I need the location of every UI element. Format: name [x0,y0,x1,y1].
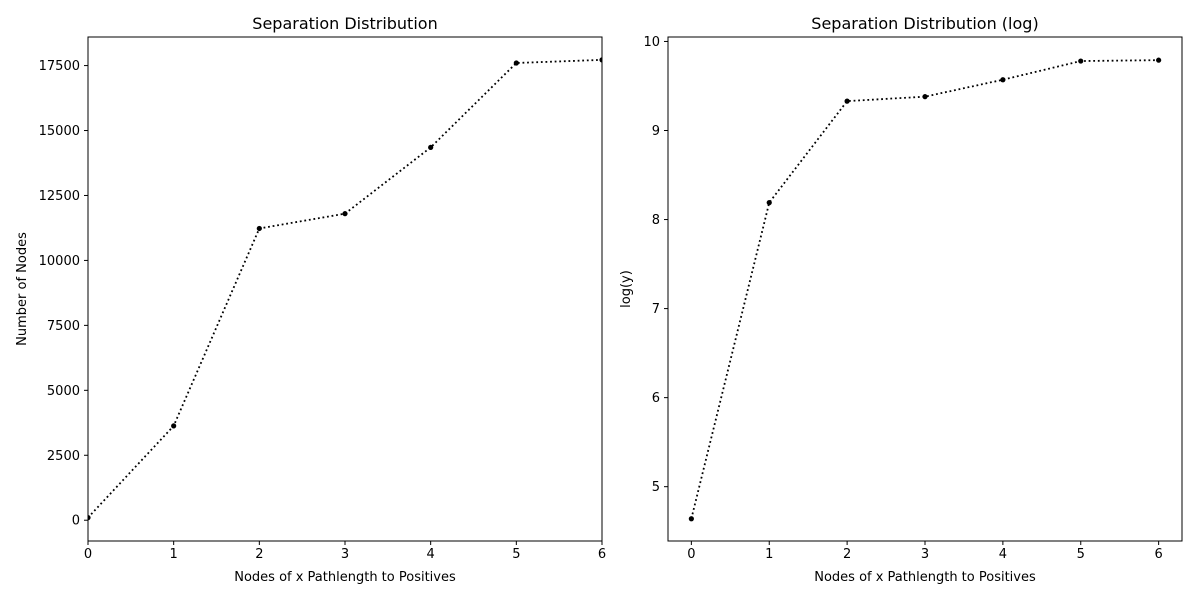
data-point [1000,77,1006,83]
data-point [88,515,91,521]
y-tick-label: 17500 [39,59,80,74]
data-point [256,225,262,232]
y-tick-label: 7 [652,302,660,317]
x-tick-label: 6 [1154,547,1162,562]
x-tick-label: 3 [341,547,349,562]
y-tick-label: 15000 [39,124,80,139]
y-tick-label: 0 [72,514,80,529]
data-point [1156,57,1162,63]
y-tick-label: 12500 [39,189,80,204]
data-point [844,98,850,104]
y-tick-label: 8 [652,213,660,228]
x-tick-label: 1 [765,547,773,562]
y-axis-label: log(y) [619,270,634,308]
x-axis-label: Nodes of x Pathlength to Positives [814,570,1036,585]
y-tick-label: 10 [643,35,660,50]
x-tick-label: 3 [921,547,929,562]
data-point [513,60,519,66]
y-tick-label: 2500 [47,449,80,464]
y-axis-label: Number of Nodes [15,232,30,346]
data-point [688,516,694,522]
y-tick-label: 7500 [47,319,80,334]
data-point [922,94,928,100]
x-tick-label: 5 [1077,547,1085,562]
data-point [171,423,177,429]
x-tick-label: 0 [84,547,92,562]
chart-title: Separation Distribution (log) [811,14,1038,33]
x-tick-label: 5 [512,547,520,562]
y-tick-label: 5 [652,480,660,495]
x-axis-label: Nodes of x Pathlength to Positives [234,570,456,585]
y-tick-label: 5000 [47,384,80,399]
data-point [1078,58,1084,64]
y-tick-label: 10000 [39,254,80,269]
x-tick-label: 6 [598,547,606,562]
x-tick-label: 2 [255,547,263,562]
data-point [342,211,348,217]
plot-area [688,57,1162,522]
series-line [88,58,602,519]
y-tick-label: 9 [652,124,660,139]
chart-title: Separation Distribution [252,14,437,33]
x-tick-label: 2 [843,547,851,562]
y-tick-label: 6 [652,391,660,406]
x-tick-label: 1 [170,547,178,562]
data-point [599,57,602,63]
chart-linear: Separation Distribution 0 1 2 3 4 5 6 0 2500 5000 7… [15,14,606,585]
plot-area [88,57,602,521]
axes-frame [87,36,603,542]
data-point [428,144,434,151]
x-tick-label: 0 [687,547,695,562]
x-tick-label: 4 [427,547,435,562]
series-line [690,59,1159,519]
x-tick-label: 4 [999,547,1007,562]
chart-log: Separation Distribution (log) 0 1 2 3 4 5 6 5 6 7 8… [619,14,1183,585]
data-point [766,200,772,206]
axes-frame [667,36,1183,542]
